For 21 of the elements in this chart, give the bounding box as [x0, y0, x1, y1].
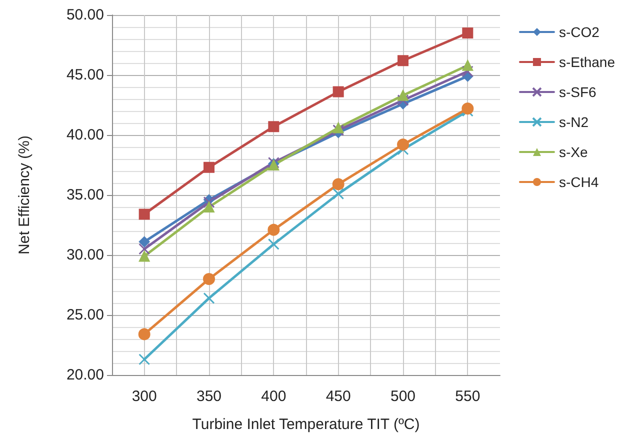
- y-tick-label: 35.00: [66, 186, 104, 204]
- x-tick-label: 300: [132, 388, 157, 405]
- x-tick-label: 400: [261, 388, 286, 405]
- x-tick-label: 500: [390, 388, 416, 405]
- x-axis-title: Turbine Inlet Temperature TIT (ºC): [192, 416, 420, 433]
- legend-label: s-CH4: [558, 174, 599, 190]
- legend-label: s-Ethane: [558, 54, 616, 70]
- legend-label: s-Xe: [558, 144, 588, 160]
- y-tick-label: 25.00: [66, 306, 104, 324]
- x-tick-label: 550: [455, 388, 480, 405]
- y-tick-label: 45.00: [66, 66, 104, 84]
- y-tick-label: 40.00: [66, 126, 104, 144]
- y-tick-label: 50.00: [66, 6, 104, 24]
- y-axis-title: Net Efficiency (%): [16, 136, 33, 254]
- legend-label: s-SF6: [558, 84, 597, 100]
- x-tick-label: 350: [196, 388, 222, 405]
- y-tick-label: 20.00: [66, 366, 104, 384]
- legend-label: s-CO2: [558, 24, 600, 40]
- y-tick-label: 30.00: [66, 246, 104, 264]
- legend-label: s-N2: [558, 114, 589, 130]
- x-tick-label: 450: [326, 388, 351, 405]
